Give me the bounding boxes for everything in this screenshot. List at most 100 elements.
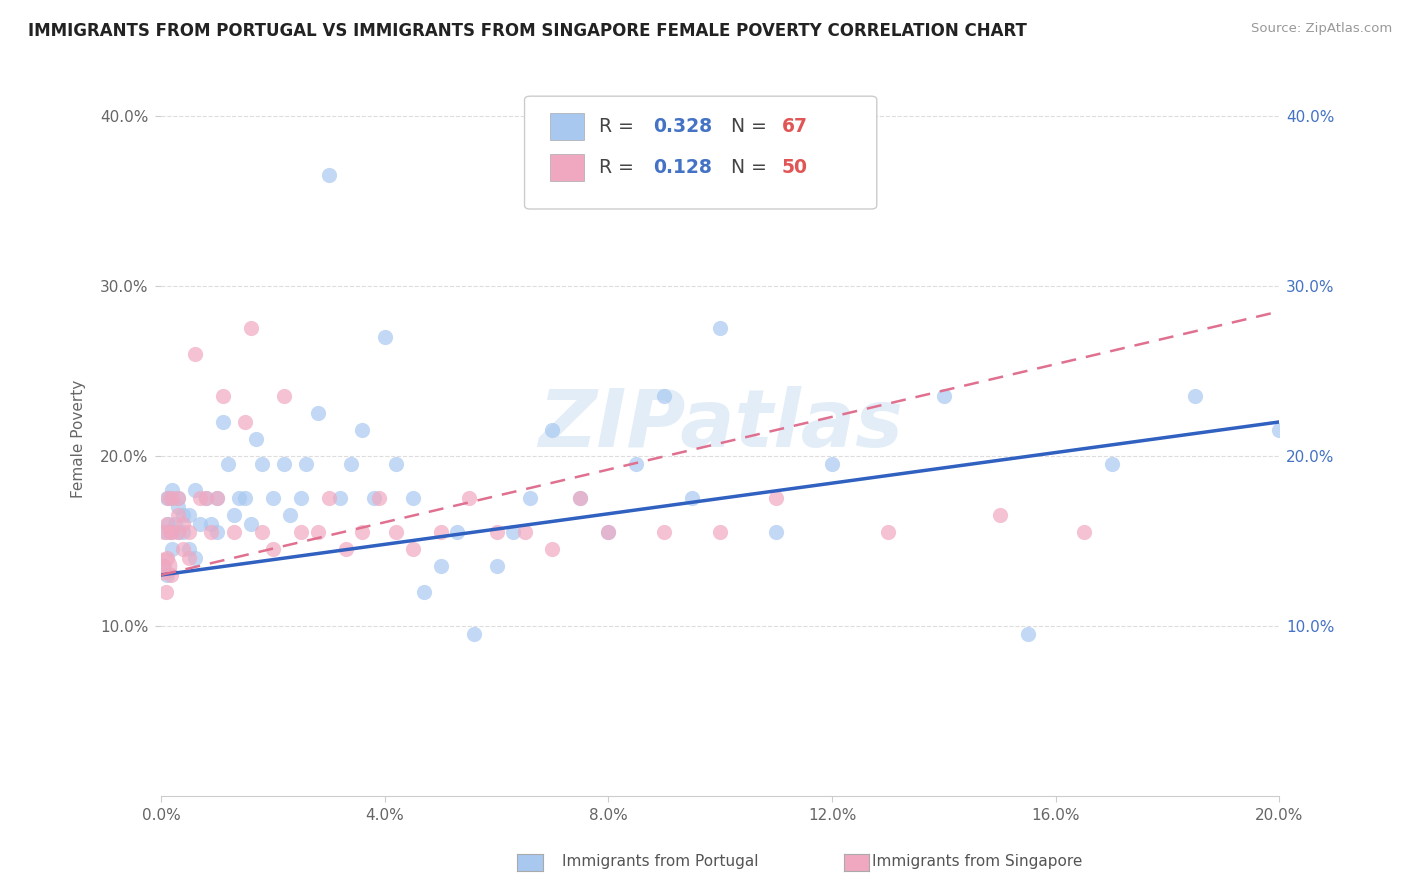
- Point: [156, 551, 179, 566]
- Text: 0.128: 0.128: [654, 158, 711, 178]
- Point: [155, 585, 177, 599]
- Point: [273, 389, 295, 403]
- Point: [156, 516, 179, 531]
- FancyBboxPatch shape: [524, 96, 877, 209]
- Point: [250, 458, 273, 472]
- Point: [463, 627, 485, 641]
- Point: [295, 458, 318, 472]
- Point: [194, 491, 217, 506]
- Point: [429, 559, 451, 574]
- Point: [177, 551, 200, 566]
- Point: [173, 542, 195, 557]
- Point: [153, 525, 176, 540]
- Point: [278, 508, 301, 523]
- Point: [340, 458, 363, 472]
- Point: [160, 568, 183, 582]
- Text: ZIPatlas: ZIPatlas: [537, 385, 903, 464]
- Point: [233, 415, 256, 429]
- Point: [239, 516, 262, 531]
- Text: IMMIGRANTS FROM PORTUGAL VS IMMIGRANTS FROM SINGAPORE FEMALE POVERTY CORRELATION: IMMIGRANTS FROM PORTUGAL VS IMMIGRANTS F…: [28, 22, 1026, 40]
- Point: [652, 389, 675, 403]
- Point: [183, 483, 205, 497]
- Point: [318, 491, 340, 506]
- Point: [200, 525, 222, 540]
- Point: [307, 525, 329, 540]
- Point: [374, 330, 396, 344]
- Point: [457, 491, 479, 506]
- Point: [335, 542, 357, 557]
- Point: [429, 525, 451, 540]
- Text: 0.328: 0.328: [654, 118, 713, 136]
- Point: [485, 525, 508, 540]
- Point: [877, 525, 900, 540]
- Point: [222, 525, 245, 540]
- Text: N =: N =: [731, 158, 773, 178]
- Point: [165, 516, 187, 531]
- Point: [167, 525, 190, 540]
- Point: [153, 559, 176, 574]
- Point: [681, 491, 703, 506]
- Point: [205, 491, 228, 506]
- Point: [262, 491, 284, 506]
- Point: [173, 516, 195, 531]
- Point: [765, 525, 787, 540]
- Point: [652, 525, 675, 540]
- Point: [183, 347, 205, 361]
- Point: [402, 542, 425, 557]
- Point: [290, 525, 312, 540]
- Point: [205, 525, 228, 540]
- Y-axis label: Female Poverty: Female Poverty: [72, 380, 86, 498]
- Point: [626, 458, 648, 472]
- Point: [352, 525, 374, 540]
- Point: [569, 491, 592, 506]
- Point: [368, 491, 391, 506]
- Text: R =: R =: [599, 118, 640, 136]
- Point: [273, 458, 295, 472]
- Point: [156, 568, 179, 582]
- Point: [598, 525, 620, 540]
- Point: [167, 491, 190, 506]
- Point: [183, 551, 205, 566]
- Point: [188, 491, 211, 506]
- Point: [167, 491, 190, 506]
- Point: [162, 525, 184, 540]
- Point: [160, 525, 183, 540]
- Text: Source: ZipAtlas.com: Source: ZipAtlas.com: [1251, 22, 1392, 36]
- Point: [211, 415, 233, 429]
- Point: [167, 508, 190, 523]
- Point: [352, 424, 374, 438]
- Point: [173, 508, 195, 523]
- Point: [177, 525, 200, 540]
- Text: Immigrants from Singapore: Immigrants from Singapore: [872, 855, 1083, 869]
- Point: [159, 525, 181, 540]
- Point: [250, 525, 273, 540]
- Point: [765, 491, 787, 506]
- Point: [541, 542, 564, 557]
- Point: [205, 491, 228, 506]
- Point: [228, 491, 250, 506]
- Point: [446, 525, 468, 540]
- Point: [709, 321, 731, 335]
- Text: 50: 50: [782, 158, 807, 178]
- Point: [318, 169, 340, 183]
- Point: [156, 516, 179, 531]
- Point: [167, 525, 190, 540]
- Point: [211, 389, 233, 403]
- Point: [1017, 627, 1039, 641]
- Point: [177, 508, 200, 523]
- Text: R =: R =: [599, 158, 640, 178]
- Point: [485, 559, 508, 574]
- Point: [988, 508, 1011, 523]
- Point: [363, 491, 385, 506]
- Point: [502, 525, 524, 540]
- Point: [932, 389, 955, 403]
- Text: N =: N =: [731, 118, 773, 136]
- Point: [188, 516, 211, 531]
- Point: [569, 491, 592, 506]
- Point: [598, 525, 620, 540]
- Point: [402, 491, 425, 506]
- Point: [177, 542, 200, 557]
- Point: [541, 424, 564, 438]
- Point: [233, 491, 256, 506]
- Point: [162, 483, 184, 497]
